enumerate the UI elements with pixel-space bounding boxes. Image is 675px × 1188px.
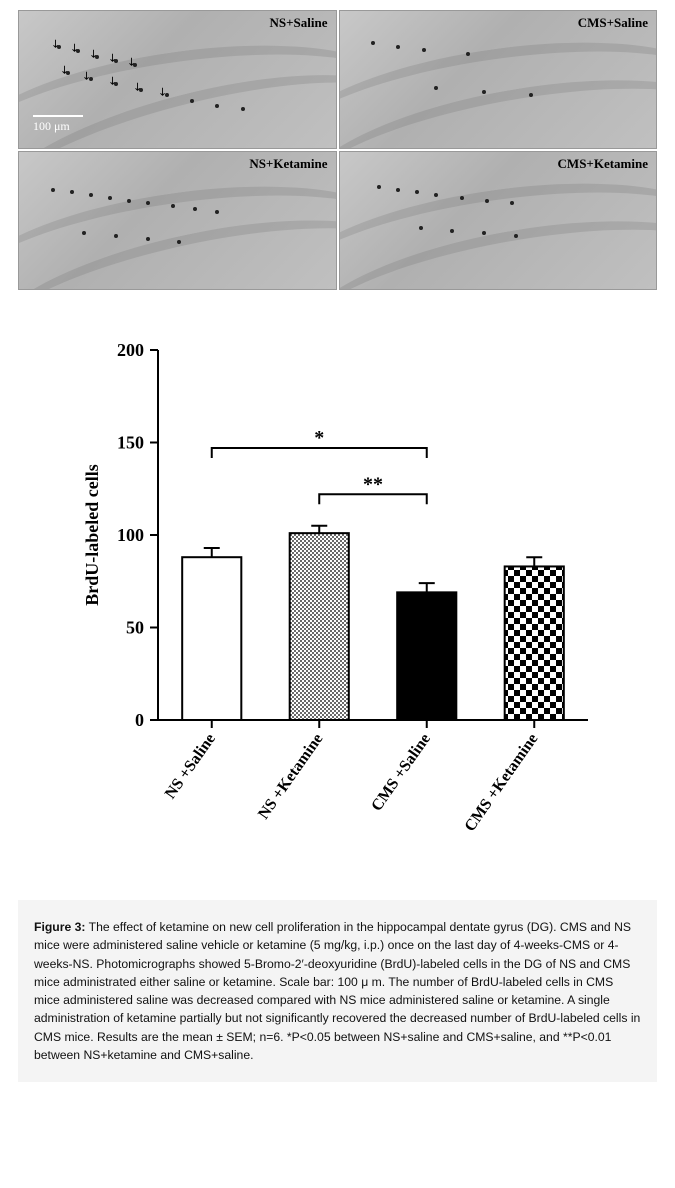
svg-text:100: 100 (117, 525, 144, 545)
svg-text:CMS +Saline: CMS +Saline (368, 731, 434, 815)
bar (182, 557, 241, 720)
svg-text:200: 200 (117, 340, 144, 360)
brdu-dots (340, 152, 657, 289)
brdu-dots (340, 11, 657, 148)
svg-text:0: 0 (135, 710, 144, 730)
panel-label: NS+Saline (270, 15, 328, 31)
bar (504, 566, 563, 720)
svg-text:150: 150 (117, 433, 144, 453)
caption-mu: μ (361, 975, 368, 989)
svg-text:BrdU-labeled cells: BrdU-labeled cells (82, 464, 102, 606)
figure-label: Figure 3: (34, 920, 85, 934)
scale-bar-text: 100 μm (33, 119, 70, 133)
chart-svg: 0 50 100 150 200 BrdU-labeled cells NS +Saline… (58, 330, 618, 870)
panel-label: CMS+Ketamine (558, 156, 648, 172)
svg-text:**: ** (363, 473, 383, 495)
scale-bar: 100 μm (33, 115, 83, 134)
svg-text:*: * (314, 427, 324, 449)
brdu-bar-chart: 0 50 100 150 200 BrdU-labeled cells NS +Saline… (58, 330, 618, 870)
micrograph-ns-saline: ↘ ↘ ↘ ↘ ↘ ↘ ↘ ↘ ↘ ↘ 100 μm NS+Saline (18, 10, 337, 149)
svg-text:NS +Saline: NS +Saline (161, 731, 218, 802)
micrograph-grid: ↘ ↘ ↘ ↘ ↘ ↘ ↘ ↘ ↘ ↘ 100 μm NS+Saline (18, 10, 657, 290)
panel-label: NS+Ketamine (249, 156, 327, 172)
bar (397, 592, 456, 720)
micrograph-cms-ketamine: CMS+Ketamine (339, 151, 658, 290)
brdu-dots (19, 152, 336, 289)
figure-caption: Figure 3: The effect of ketamine on new … (18, 900, 657, 1082)
micrograph-ns-ketamine: NS+Ketamine (18, 151, 337, 290)
micrograph-cms-saline: CMS+Saline (339, 10, 658, 149)
bar (289, 533, 348, 720)
panel-label: CMS+Saline (578, 15, 648, 31)
svg-text:CMS +Ketamine: CMS +Ketamine (461, 731, 541, 835)
svg-text:50: 50 (126, 618, 144, 638)
svg-text:NS +Ketamine: NS +Ketamine (255, 731, 326, 823)
